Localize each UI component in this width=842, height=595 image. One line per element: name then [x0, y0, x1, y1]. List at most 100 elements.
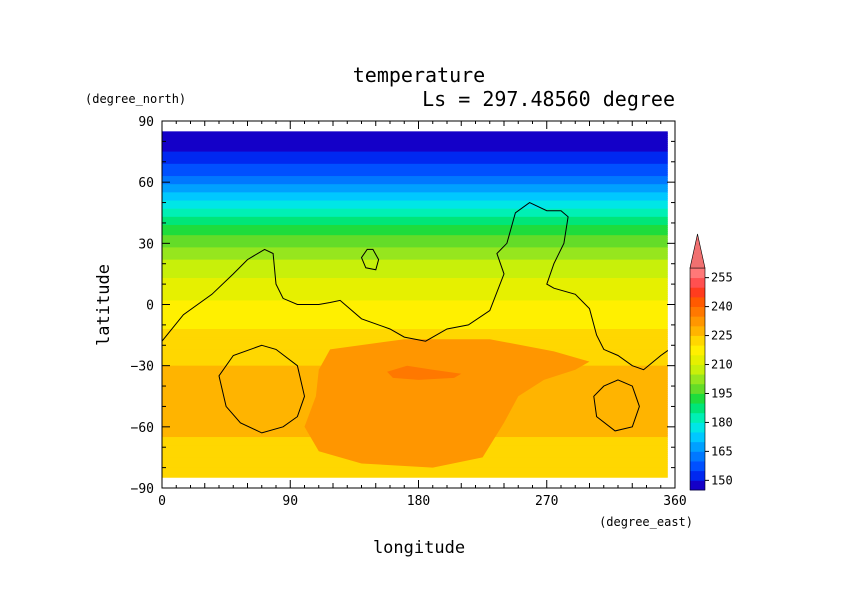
colorbar-segment: [690, 335, 705, 346]
colorbar-tick-label: 210: [711, 358, 733, 372]
y-tick-label: 60: [138, 176, 154, 191]
heatmap-band: [162, 218, 668, 222]
colorbar-segment: [690, 277, 705, 288]
heatmap-band: [162, 235, 668, 238]
heatmap-band: [162, 280, 668, 283]
colorbar-segment: [690, 345, 705, 356]
x-axis-label: longitude: [373, 538, 465, 558]
heatmap-band: [162, 245, 668, 249]
topography-contour: [218, 344, 306, 434]
heatmap-layer: [162, 131, 668, 478]
heatmap-band: [162, 335, 668, 338]
heatmap-band: [162, 239, 668, 242]
colorbar-tick-label: 150: [711, 473, 733, 487]
heatmap-band: [162, 275, 668, 279]
heatmap-band: [162, 190, 668, 193]
heatmap-band: [162, 143, 668, 147]
heatmap-band: [162, 214, 668, 218]
heatmap-band: [162, 249, 668, 253]
heatmap-band: [162, 314, 668, 318]
heatmap-band: [162, 237, 668, 240]
heatmap-band: [162, 186, 668, 189]
heatmap-band: [162, 227, 668, 230]
heatmap-band: [162, 282, 668, 285]
heatmap-band: [162, 188, 668, 191]
y-tick-label: −30: [131, 360, 154, 375]
heatmap-band: [162, 318, 668, 322]
heatmap-band: [162, 202, 668, 206]
heatmap-band: [162, 222, 668, 226]
heatmap-band: [162, 133, 668, 136]
heatmap-band: [162, 204, 668, 208]
heatmap-band: [162, 322, 668, 326]
heatmap-band: [162, 247, 668, 251]
topography-contour: [593, 379, 640, 432]
heatmap-band: [162, 167, 668, 171]
heatmap-band: [162, 180, 668, 183]
heatmap-band: [162, 176, 668, 179]
heatmap-band: [162, 304, 668, 308]
colorbar-segment: [690, 354, 705, 365]
axis-layer: 0 90 180 270 360 90 60 30 0 −30 −60 −90: [131, 115, 687, 509]
heatmap-band: [162, 337, 668, 340]
x-tick-label: 0: [158, 494, 166, 509]
heatmap-band: [162, 308, 668, 312]
y-axis-unit: (degree_north): [85, 92, 186, 106]
colorbar-segment: [690, 287, 705, 298]
colorbar-tick-label: 255: [711, 271, 733, 285]
heatmap-band: [162, 241, 668, 244]
chart-title: temperature: [353, 63, 485, 87]
x-tick-label: 180: [407, 494, 430, 509]
heatmap-band: [162, 255, 668, 259]
heatmap-band: [162, 171, 668, 175]
x-tick-label: 90: [282, 494, 298, 509]
heatmap-band: [162, 296, 668, 299]
heatmap-band: [162, 165, 668, 169]
heatmap-band: [162, 469, 668, 473]
heatmap-band: [162, 273, 668, 277]
heatmap-band: [162, 145, 668, 149]
colorbar-segment: [690, 441, 705, 452]
heatmap-band: [162, 259, 668, 263]
heatmap-band: [162, 310, 668, 314]
chart-subtitle: Ls = 297.48560 degree: [422, 87, 675, 111]
heatmap-band: [162, 210, 668, 214]
colorbar-tick-label: 180: [711, 415, 733, 429]
x-tick-label: 360: [663, 494, 686, 509]
colorbar-segment: [690, 306, 705, 317]
colorbar-segment: [690, 451, 705, 462]
heatmap-band: [162, 208, 668, 212]
heatmap-band: [162, 137, 668, 140]
heatmap-band: [162, 292, 668, 295]
heatmap-band: [162, 163, 668, 167]
heatmap-band: [162, 231, 668, 234]
heatmap-band: [162, 153, 668, 157]
heatmap-band: [162, 200, 668, 204]
heatmap-band: [162, 288, 668, 291]
colorbar-segment: [690, 316, 705, 327]
heatmap-band: [162, 139, 668, 142]
heatmap-band: [162, 184, 668, 187]
colorbar-tick-label: 240: [711, 300, 733, 314]
colorbar-tick-label: 225: [711, 329, 733, 343]
heatmap-band: [162, 306, 668, 310]
heatmap-band: [162, 155, 668, 159]
topography-contour: [162, 202, 668, 371]
heatmap-band: [162, 220, 668, 224]
heatmap-band: [162, 269, 668, 273]
heatmap-band: [162, 229, 668, 232]
heatmap-band: [162, 294, 668, 297]
heatmap-band: [162, 224, 668, 228]
heatmap-band: [162, 157, 668, 161]
heatmap-band: [162, 159, 668, 163]
heatmap-band: [162, 286, 668, 289]
colorbar-segment: [690, 422, 705, 433]
warm-region: [304, 339, 590, 468]
heatmap-band: [162, 192, 668, 195]
colorbar-segment: [690, 296, 705, 308]
topography-contour: [360, 248, 380, 271]
colorbar-segment: [690, 470, 705, 481]
heatmap-band: [162, 243, 668, 246]
heatmap-band: [162, 326, 668, 330]
